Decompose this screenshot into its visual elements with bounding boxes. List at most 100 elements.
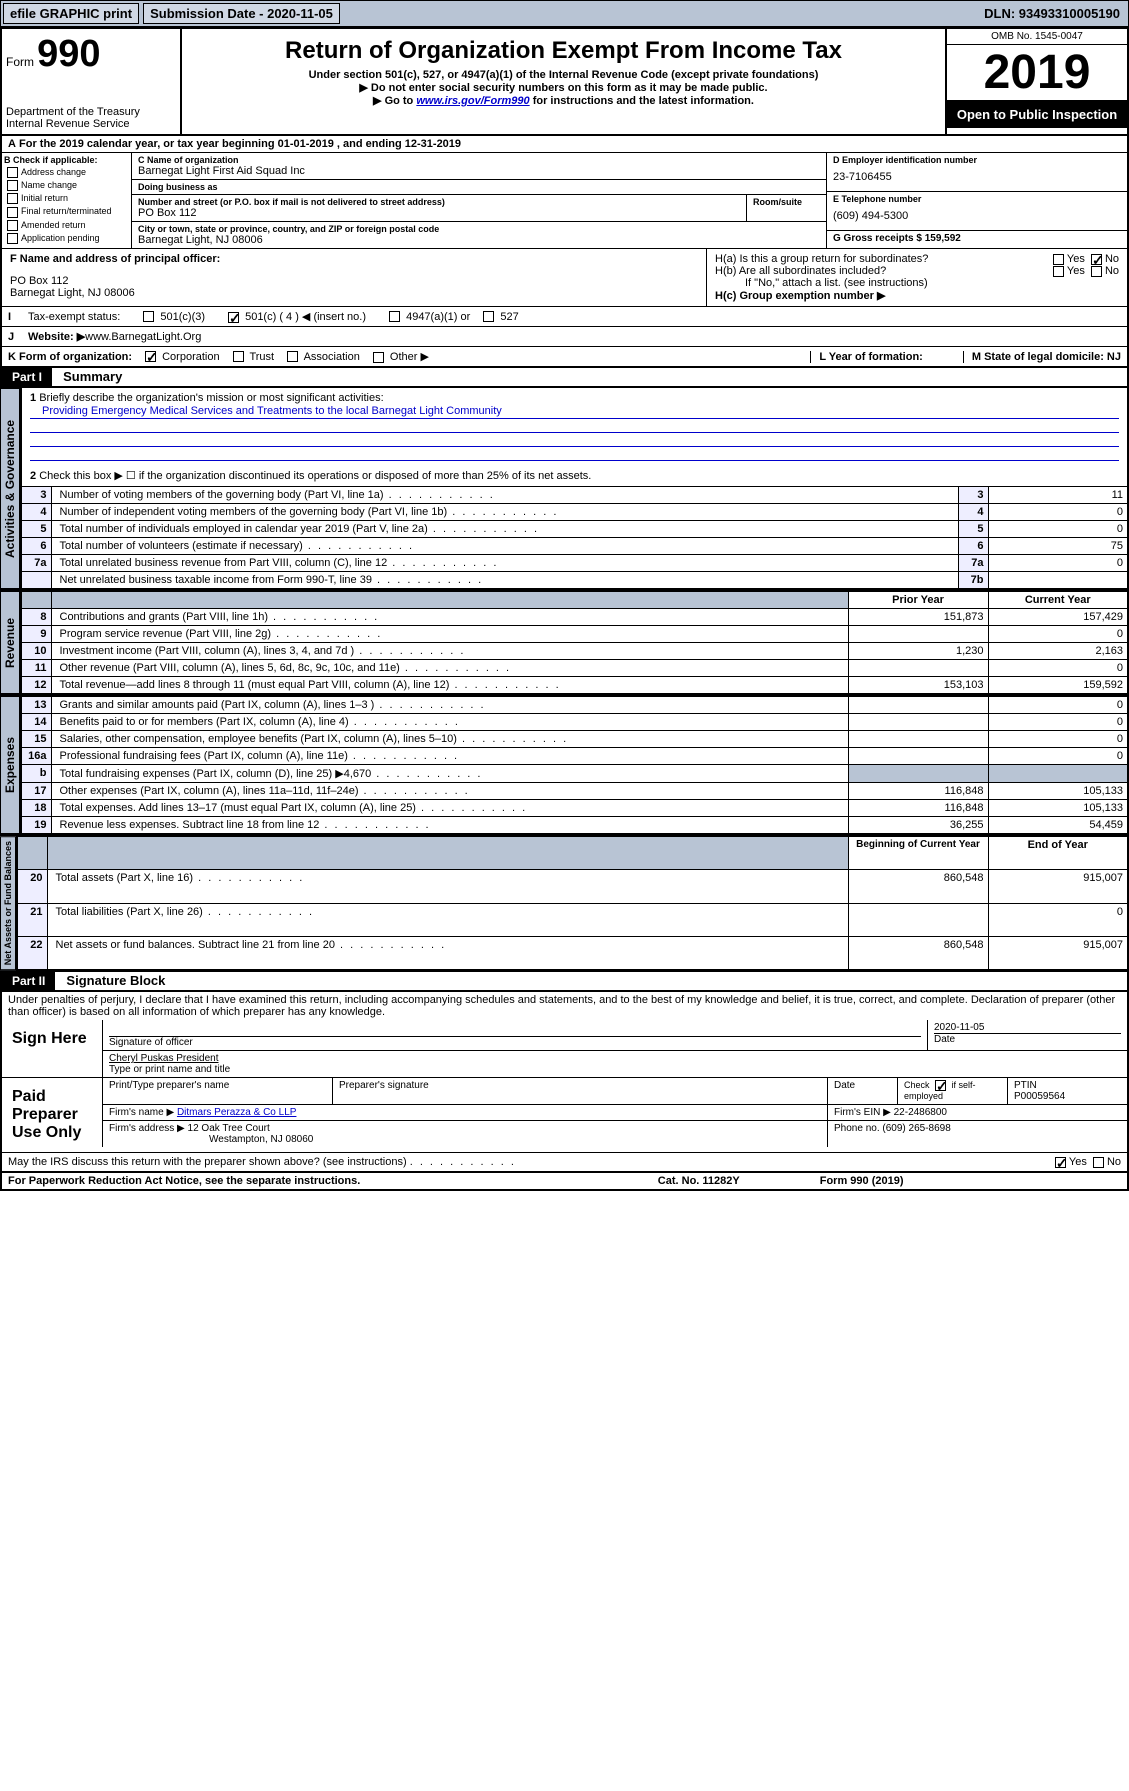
form-number: 990 [37, 33, 100, 75]
goto-post: for instructions and the latest informat… [530, 95, 754, 107]
chk-address[interactable]: Address change [4, 167, 129, 178]
table-row: 19Revenue less expenses. Subtract line 1… [21, 817, 1128, 834]
perjury-text: Under penalties of perjury, I declare th… [0, 992, 1129, 1020]
org-name-label: C Name of organization [138, 155, 820, 165]
chk-name[interactable]: Name change [4, 180, 129, 191]
tax-exempt-text: Tax-exempt status: [28, 311, 120, 323]
l-year: L Year of formation: [819, 351, 923, 363]
blank-label2 [47, 837, 848, 870]
tax-year: 2019 [947, 45, 1127, 101]
table-row: 21Total liabilities (Part X, line 26)0 [17, 903, 1128, 936]
form-footer: Form 990 (2019) [820, 1175, 904, 1187]
prep-name-label: Print/Type preparer's name [102, 1078, 332, 1105]
goto-pre: ▶ Go to [373, 95, 416, 107]
sig-date-label: Date [934, 1033, 1121, 1045]
chk-final[interactable]: Final return/terminated [4, 206, 129, 217]
form-prefix: Form [6, 55, 34, 69]
self-employed-check[interactable]: Check if self-employed [904, 1080, 976, 1101]
opt-501c: 501(c) ( 4 ) ◀ (insert no.) [245, 311, 366, 323]
period-text: For the 2019 calendar year, or tax year … [16, 138, 461, 150]
current-year-header: Current Year [988, 592, 1128, 609]
firm-addr2: Westampton, NJ 08060 [109, 1134, 313, 1145]
chk-amended[interactable]: Amended return [4, 220, 129, 231]
mission-blank2 [30, 433, 1119, 447]
revenue-table: Prior Year Current Year 8Contributions a… [20, 591, 1129, 694]
k-other: Other ▶ [390, 351, 429, 363]
beginning-year-header: Beginning of Current Year [848, 837, 988, 870]
box-b-title: B Check if applicable: [4, 155, 98, 165]
firm-phone-label: Phone no. [834, 1123, 880, 1134]
sig-officer-label: Signature of officer [109, 1036, 921, 1048]
row-j-label: J [8, 331, 28, 343]
firm-ein-label: Firm's EIN ▶ [834, 1107, 891, 1118]
table-row: 20Total assets (Part X, line 16)860,5489… [17, 870, 1128, 903]
part1-title: Summary [55, 367, 130, 386]
table-row: 5Total number of individuals employed in… [21, 521, 1128, 538]
m-state: M State of legal domicile: NJ [972, 351, 1121, 363]
blank-num [21, 592, 51, 609]
form-title: Return of Organization Exempt From Incom… [186, 37, 941, 65]
table-row: bTotal fundraising expenses (Part IX, co… [21, 765, 1128, 783]
table-row: 11Other revenue (Part VIII, column (A), … [21, 660, 1128, 677]
row-i-label: I [8, 311, 28, 323]
firm-ein: 22-2486800 [894, 1107, 947, 1118]
firm-addr-label: Firm's address ▶ [109, 1123, 185, 1134]
hb-note: If "No," attach a list. (see instruction… [715, 277, 1119, 289]
ein-label: D Employer identification number [833, 155, 1121, 165]
part2-header: Part II [2, 972, 55, 990]
table-row: 18Total expenses. Add lines 13–17 (must … [21, 800, 1128, 817]
prep-sig-label: Preparer's signature [332, 1078, 827, 1105]
opt-501c3: 501(c)(3) [160, 311, 205, 323]
firm-name-link[interactable]: Ditmars Perazza & Co LLP [177, 1107, 297, 1118]
city-value: Barnegat Light, NJ 08006 [138, 234, 820, 246]
hb-label: H(b) Are all subordinates included? [715, 265, 886, 277]
firm-name-label: Firm's name ▶ [109, 1107, 174, 1118]
prior-year-header: Prior Year [848, 592, 988, 609]
q2-text: Check this box ▶ ☐ if the organization d… [39, 470, 591, 482]
topbar: efile GRAPHIC print Submission Date - 20… [0, 0, 1129, 27]
discuss-text: May the IRS discuss this return with the… [8, 1156, 407, 1168]
form-subtitle: Under section 501(c), 527, or 4947(a)(1)… [186, 69, 941, 81]
phone-label: E Telephone number [833, 194, 1121, 204]
box-f-label: F Name and address of principal officer: [10, 253, 220, 265]
table-row: 13Grants and similar amounts paid (Part … [21, 697, 1128, 714]
city-label: City or town, state or province, country… [138, 224, 820, 234]
irs-link[interactable]: www.irs.gov/Form990 [416, 95, 529, 107]
street-value: PO Box 112 [138, 207, 740, 219]
prep-date-label: Date [827, 1078, 897, 1105]
vlabel-revenue: Revenue [0, 591, 20, 694]
k-trust: Trust [249, 351, 274, 363]
website-label: Website: ▶ [28, 330, 85, 343]
website-value: www.BarnegatLight.Org [85, 331, 201, 343]
efile-print-btn[interactable]: efile GRAPHIC print [3, 3, 139, 24]
table-row: 8Contributions and grants (Part VIII, li… [21, 609, 1128, 626]
table-row: 17Other expenses (Part IX, column (A), l… [21, 783, 1128, 800]
table-row: 9Program service revenue (Part VIII, lin… [21, 626, 1128, 643]
gross-receipts: G Gross receipts $ 159,592 [833, 233, 961, 244]
street-label: Number and street (or P.O. box if mail i… [138, 197, 740, 207]
hc-label: H(c) Group exemption number ▶ [715, 290, 885, 302]
cat-number: Cat. No. 11282Y [658, 1175, 740, 1187]
firm-addr1: 12 Oak Tree Court [188, 1123, 270, 1134]
table-row: 10Investment income (Part VIII, column (… [21, 643, 1128, 660]
blank-num2 [17, 837, 47, 870]
chk-initial[interactable]: Initial return [4, 193, 129, 204]
phone-value: (609) 494-5300 [833, 204, 1121, 228]
ptin-value: P00059564 [1014, 1091, 1065, 1102]
room-label: Room/suite [753, 197, 820, 207]
chk-pending[interactable]: Application pending [4, 233, 129, 244]
table-row: 6Total number of volunteers (estimate if… [21, 538, 1128, 555]
paid-preparer-label: Paid Preparer Use Only [2, 1078, 102, 1152]
part2-title: Signature Block [58, 971, 173, 990]
table-row: 3Number of voting members of the governi… [21, 487, 1128, 504]
open-to-public: Open to Public Inspection [947, 101, 1127, 128]
table-row: 22Net assets or fund balances. Subtract … [17, 936, 1128, 969]
table-row: Net unrelated business taxable income fr… [21, 572, 1128, 589]
omb-number: OMB No. 1545-0047 [947, 29, 1127, 45]
opt-527: 527 [500, 311, 518, 323]
ein-value: 23-7106455 [833, 165, 1121, 189]
governance-table: 3Number of voting members of the governi… [20, 486, 1129, 589]
officer-name: Cheryl Puskas President [109, 1053, 219, 1064]
table-row: 16aProfessional fundraising fees (Part I… [21, 748, 1128, 765]
table-row: 12Total revenue—add lines 8 through 11 (… [21, 677, 1128, 694]
